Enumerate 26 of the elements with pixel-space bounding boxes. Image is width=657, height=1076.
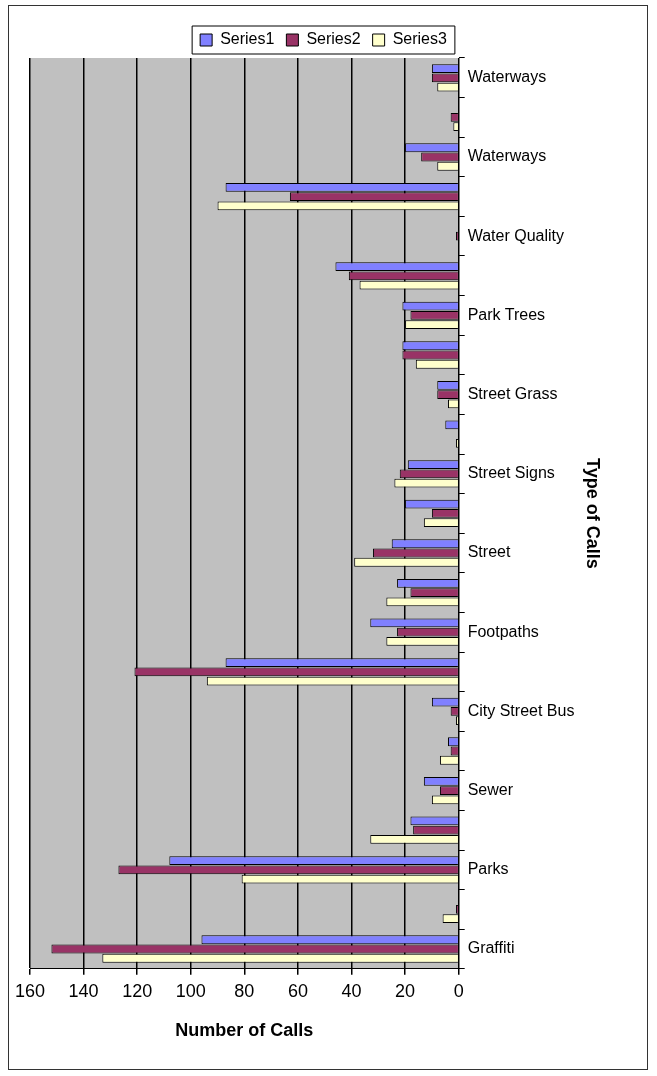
x-tick-label: 120 — [122, 980, 153, 1001]
y-tick-label: Street Signs — [467, 464, 555, 482]
x-axis-title: Number of Calls — [175, 1020, 314, 1041]
y-tick-label: City Street Bus — [467, 701, 575, 719]
y-tick-label: Waterways — [467, 147, 547, 165]
legend-label: Series3 — [392, 30, 447, 48]
y-tick-label: Park Trees — [467, 305, 546, 323]
y-tick-label: Water Quality — [467, 226, 565, 244]
x-tick-label: 60 — [287, 980, 308, 1001]
x-tick-label: 160 — [14, 980, 46, 1001]
x-tick-label: 100 — [175, 980, 206, 1001]
y-tick-label: Graffiti — [467, 939, 515, 957]
legend-label: Series2 — [306, 30, 361, 48]
y-tick-label: Sewer — [467, 781, 514, 799]
y-tick-label: Street — [467, 543, 511, 561]
legend-label: Series1 — [220, 30, 275, 48]
y-tick-label: Footpaths — [467, 622, 539, 640]
y-axis-title: Type of Calls — [583, 458, 604, 569]
x-tick-label: 20 — [395, 980, 416, 1001]
y-tick-label: Parks — [467, 860, 509, 878]
y-tick-label: Waterways — [467, 68, 547, 86]
x-tick-label: 40 — [341, 980, 362, 1001]
y-tick-label: Street Grass — [467, 385, 558, 403]
x-tick-label: 0 — [453, 980, 464, 1001]
x-tick-label: 80 — [234, 980, 255, 1001]
x-tick-label: 140 — [68, 980, 99, 1001]
